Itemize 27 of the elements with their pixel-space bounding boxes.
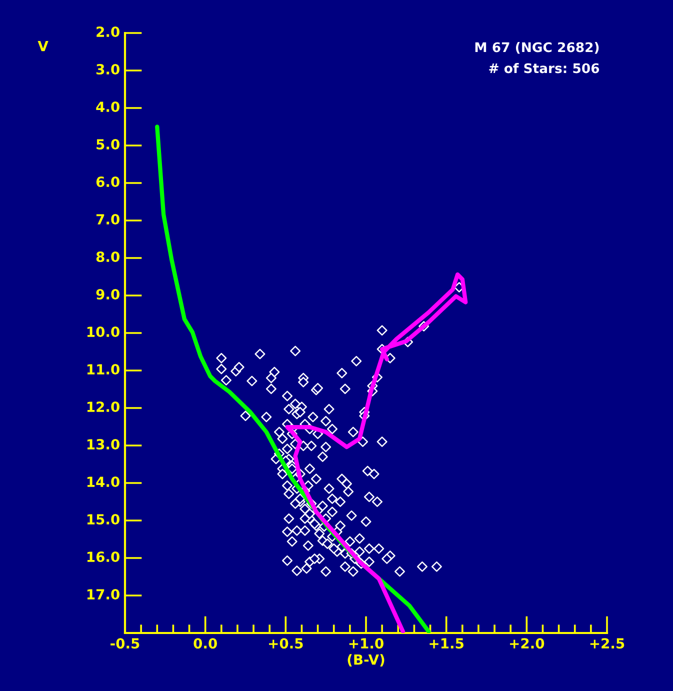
x-tick-label: +2.5: [590, 638, 624, 649]
annotation: M 67 (NGC 2682): [475, 42, 599, 54]
annotation: # of Stars: 506: [489, 63, 600, 74]
y-tick-label: 5.0: [96, 139, 120, 150]
y-tick-label: 17.0: [87, 589, 120, 600]
y-tick-label: 2.0: [96, 26, 120, 38]
y-tick-label: 14.0: [87, 476, 120, 488]
y-tick-label: 10.0: [87, 326, 120, 338]
x-tick-label: +1.0: [349, 638, 384, 649]
y-tick-label: 15.0: [87, 514, 120, 525]
x-tick-label: +2.0: [510, 638, 544, 649]
y-tick-label: 8.0: [96, 252, 120, 262]
y-tick-label: 12.0: [87, 402, 120, 412]
y-tick-label: 16.0: [87, 552, 120, 562]
x-axis-title: (B-V): [348, 654, 384, 666]
y-tick-label: 6.0: [96, 176, 120, 188]
y-tick-label: 7.0: [96, 214, 120, 225]
y-tick-label: 3.0: [96, 64, 120, 75]
y-tick-label: 9.0: [96, 289, 120, 300]
y-tick-label: 13.0: [87, 439, 120, 450]
x-tick-label: -0.5: [110, 638, 140, 649]
x-tick-label: 0.0: [194, 638, 217, 649]
y-tick-label: 4.0: [96, 102, 120, 112]
y-axis-title: V: [38, 40, 48, 52]
y-tick-label: 11.0: [87, 364, 120, 375]
x-tick-label: +1.5: [430, 638, 464, 649]
x-tick-label: +0.5: [269, 638, 303, 649]
